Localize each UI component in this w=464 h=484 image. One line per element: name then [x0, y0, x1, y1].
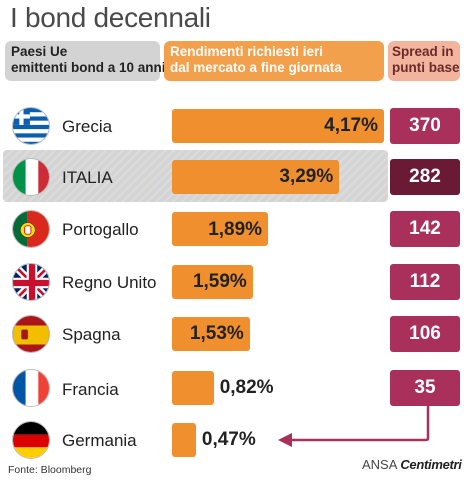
- france-flag-icon: [12, 369, 50, 407]
- yield-header: Rendimenti richiesti ieri dal mercato a …: [164, 41, 384, 81]
- italy-flag-icon: [12, 158, 50, 196]
- spread-header: Spread in punti base: [388, 41, 460, 81]
- country-label: Grecia: [62, 117, 113, 136]
- yield-value-label: 0,47%: [201, 429, 256, 450]
- portugal-flag-icon: [12, 210, 50, 248]
- uk-flag-icon: [12, 263, 50, 301]
- countries-header-line2: emittenti bond a 10 anni: [11, 60, 166, 75]
- country-label: Spagna: [62, 325, 121, 344]
- germany-flag-icon: [12, 421, 50, 459]
- yield-bar: [172, 423, 196, 457]
- yield-bar: [172, 265, 253, 299]
- source-note: Fonte: Bloomberg: [8, 464, 92, 476]
- yield-value-label: 4,17%: [324, 115, 378, 136]
- spread-value: 35: [390, 370, 460, 406]
- country-label: Portogallo: [62, 220, 139, 239]
- country-label: Regno Unito: [62, 273, 157, 292]
- spread-value: 370: [390, 108, 460, 144]
- yield-bar: [172, 371, 214, 405]
- yield-value-label: 1,59%: [192, 271, 247, 292]
- yield-value-label: 3,29%: [279, 166, 334, 187]
- yield-bar: [172, 212, 269, 246]
- yield-value-label: 1,89%: [208, 219, 263, 240]
- yield-value-label: 1,53%: [189, 323, 244, 344]
- spread-value: 142: [390, 211, 460, 247]
- spread-value: 106: [390, 316, 460, 352]
- logo-brand: Centimetri: [400, 457, 462, 472]
- yield-value-label: 0,82%: [219, 377, 274, 398]
- country-label: Francia: [62, 380, 119, 399]
- chart-title: I bond decennali: [10, 2, 211, 33]
- spread-value: 112: [390, 264, 460, 300]
- country-label: ITALIA: [62, 168, 113, 187]
- yield-header-line2: dal mercato a fine giornata: [170, 60, 342, 75]
- yield-header-line1: Rendimenti richiesti ieri: [170, 44, 324, 59]
- yield-bar: [172, 317, 250, 351]
- yield-bar: [172, 160, 340, 194]
- spread-value: 282: [390, 159, 460, 195]
- spread-header-line1: Spread in: [392, 44, 454, 59]
- country-label: Germania: [62, 431, 137, 450]
- countries-header: Paesi Ue emittenti bond a 10 anni: [5, 41, 166, 81]
- spread-header-line2: punti base: [392, 60, 460, 75]
- greece-flag-icon: [12, 107, 50, 145]
- yield-bar: [172, 109, 384, 143]
- countries-header-line1: Paesi Ue: [11, 44, 68, 59]
- logo-ansa: ANSA: [362, 457, 397, 472]
- spain-flag-icon: [12, 315, 50, 353]
- ansa-centimetri-logo: ANSA Centimetri: [362, 457, 462, 472]
